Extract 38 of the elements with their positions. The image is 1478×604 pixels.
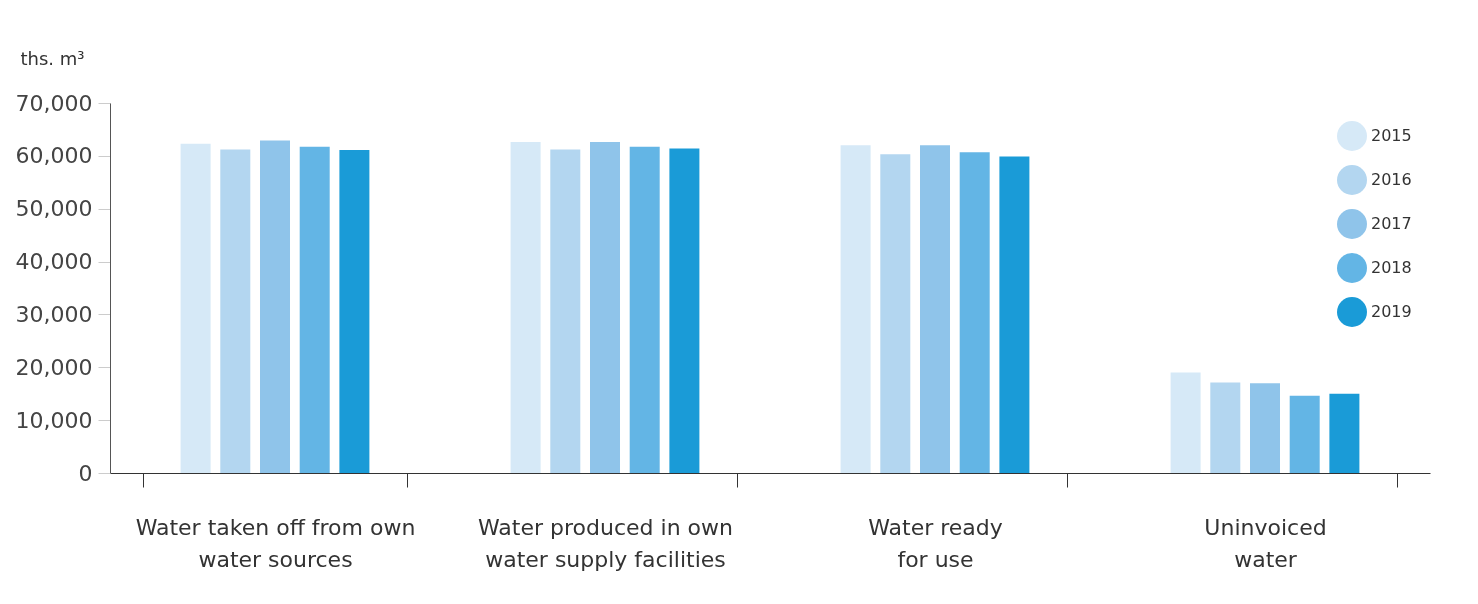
bar <box>260 140 290 473</box>
bar <box>590 142 620 473</box>
x-tick-label: Water produced in own water supply facilities <box>478 514 733 572</box>
bar <box>999 156 1030 473</box>
legend-label: 2016 <box>1371 170 1412 189</box>
legend-label: 2017 <box>1371 214 1412 233</box>
y-axis-title: ths. m³ <box>20 47 85 69</box>
bar <box>299 146 330 473</box>
bar <box>1170 372 1201 473</box>
y-tick-label: 70,000 <box>15 90 93 116</box>
bar <box>550 149 581 473</box>
legend-label: 2018 <box>1371 258 1412 277</box>
bar <box>840 145 871 473</box>
legend-label: 2015 <box>1371 126 1412 145</box>
x-tick-label: Water taken off from own water sources <box>135 514 416 572</box>
y-tick-label: 50,000 <box>15 196 93 222</box>
y-tick-label: 60,000 <box>15 143 93 169</box>
bar <box>1289 395 1320 473</box>
bar <box>1250 383 1280 473</box>
bar <box>1329 393 1360 473</box>
bar <box>510 142 541 473</box>
bar <box>220 149 251 473</box>
bar <box>959 152 990 473</box>
bar <box>339 150 370 473</box>
bar <box>180 143 211 473</box>
bar <box>629 146 660 473</box>
x-tick-label: Uninvoiced water <box>1204 514 1327 572</box>
bar <box>920 145 950 473</box>
bar <box>1210 382 1241 473</box>
bar <box>880 154 911 473</box>
y-tick-label: 20,000 <box>15 354 93 380</box>
legend-label: 2019 <box>1371 302 1412 321</box>
y-tick-label: 10,000 <box>15 407 93 433</box>
y-tick-label: 40,000 <box>15 249 93 275</box>
bar <box>669 148 700 473</box>
y-tick-label: 30,000 <box>15 301 93 327</box>
x-tick-label: Water ready for use <box>868 514 1003 572</box>
y-tick-label: 0 <box>78 460 93 486</box>
